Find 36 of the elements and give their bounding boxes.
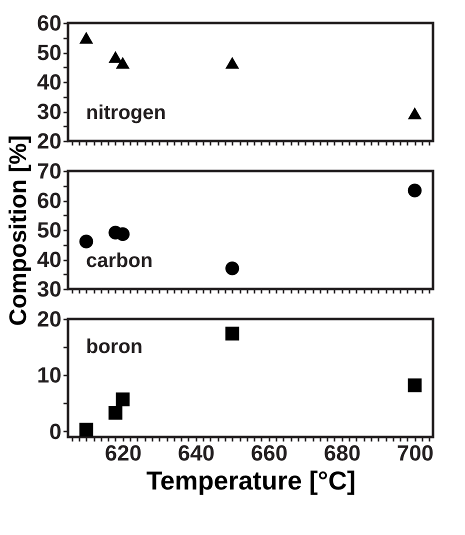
- y-tick-label: 60: [37, 188, 62, 213]
- point: [225, 56, 240, 69]
- annotation: nitrogen: [86, 102, 166, 124]
- y-tick-label: 60: [37, 10, 62, 36]
- x-tick-label: 660: [250, 440, 288, 466]
- point: [79, 234, 94, 248]
- point: [79, 32, 94, 44]
- point: [408, 378, 422, 392]
- x-tick-label: 680: [324, 440, 361, 466]
- y-tick-label: 30: [37, 276, 62, 302]
- point: [408, 184, 422, 198]
- y-tick-label: 50: [37, 40, 62, 65]
- point: [225, 261, 240, 276]
- y-tick-label: 10: [37, 362, 62, 388]
- x-axis-title: Temperature [°C]: [146, 466, 356, 496]
- y-tick-label: 30: [37, 99, 62, 124]
- point: [108, 406, 122, 420]
- point: [408, 107, 422, 120]
- y-tick-label: 40: [37, 247, 62, 272]
- y-tick-label: 20: [37, 306, 62, 332]
- y-tick-label: 0: [49, 418, 62, 444]
- point: [116, 56, 130, 69]
- point: [225, 326, 240, 340]
- y-tick-label: 40: [37, 70, 62, 94]
- point: [79, 422, 94, 437]
- annotation: carbon: [86, 250, 153, 272]
- point: [108, 50, 122, 63]
- point: [116, 392, 130, 406]
- x-tick-label: 640: [178, 440, 215, 466]
- annotation: boron: [86, 336, 143, 358]
- y-tick-label: 20: [37, 128, 62, 154]
- x-tick-label: 620: [104, 440, 142, 466]
- x-tick-label: 700: [396, 440, 434, 466]
- y-tick-label: 70: [37, 158, 62, 184]
- y-axis-title: Composition [%]: [5, 135, 32, 326]
- y-tick-label: 50: [37, 218, 62, 242]
